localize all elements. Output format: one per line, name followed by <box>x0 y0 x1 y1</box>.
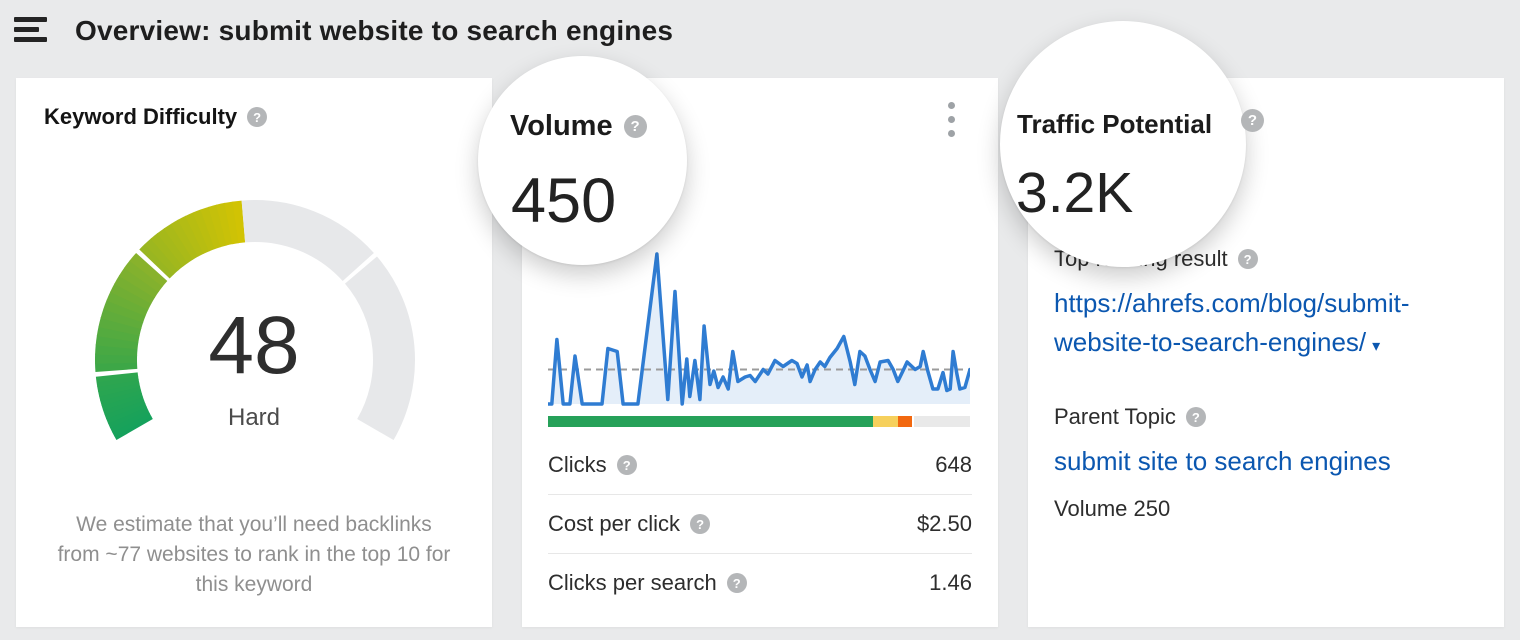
clicks-bar-segment <box>912 416 915 427</box>
help-icon[interactable]: ? <box>1185 407 1206 427</box>
help-icon[interactable]: ? <box>247 107 268 127</box>
page-title: Overview: submit website to search engin… <box>75 15 674 46</box>
keyword-difficulty-rating: Hard <box>227 404 281 431</box>
top-ranking-result-link[interactable]: https://ahrefs.com/blog/submit- website-… <box>1054 288 1410 357</box>
volume-trend-chart <box>548 252 970 406</box>
volume-card: Clicks ? 648 Cost per click ? $2.50 Clic… <box>522 78 998 627</box>
traffic-potential-value: 3.2K <box>1016 161 1134 225</box>
help-icon[interactable]: ? <box>690 514 711 534</box>
clicks-bar-segment <box>872 416 899 427</box>
clicks-bar-segment <box>914 416 970 427</box>
parent-topic-volume: Volume 250 <box>1054 496 1171 521</box>
help-icon[interactable]: ? <box>1237 249 1258 269</box>
caret-down-icon[interactable]: ▾ <box>1372 338 1381 355</box>
help-icon[interactable]: ? <box>726 573 747 593</box>
clicks-per-search-label: Clicks per search <box>548 570 717 595</box>
app-header: Overview: submit website to search engin… <box>0 0 1520 78</box>
menu-icon[interactable] <box>14 17 48 45</box>
clicks-value: 648 <box>935 452 972 477</box>
clicks-per-search-value: 1.46 <box>929 570 972 595</box>
traffic-potential-magnifier: Traffic Potential ? 3.2K <box>1000 21 1264 267</box>
keyword-difficulty-title: Keyword Difficulty <box>44 104 238 129</box>
clicks-bar-segment <box>548 416 873 427</box>
volume-magnifier: Volume ? 450 <box>478 56 687 265</box>
volume-title: Volume <box>510 110 613 142</box>
help-icon[interactable]: ? <box>1241 109 1264 132</box>
parent-topic-link[interactable]: submit site to search engines <box>1054 446 1391 476</box>
volume-metrics: Clicks ? 648 Cost per click ? $2.50 Clic… <box>548 436 972 612</box>
clicks-label: Clicks <box>548 452 607 477</box>
help-icon[interactable]: ? <box>616 455 637 475</box>
help-icon[interactable]: ? <box>623 115 647 138</box>
keyword-difficulty-gauge <box>95 200 415 440</box>
more-options-button[interactable] <box>940 100 962 140</box>
metric-row-clicks-per-search: Clicks per search ? 1.46 <box>548 553 972 612</box>
cost-per-click-label: Cost per click <box>548 511 681 536</box>
metric-row-clicks: Clicks ? 648 <box>548 436 972 494</box>
cost-per-click-value: $2.50 <box>916 511 972 536</box>
keyword-difficulty-card: Keyword Difficulty ? 48 Hard We estimate… <box>16 78 492 627</box>
parent-topic-label: Parent Topic <box>1054 404 1176 429</box>
keyword-difficulty-note: We estimate that you’ll need backlinks f… <box>57 513 451 596</box>
volume-value: 450 <box>511 166 617 236</box>
clicks-bar-segment <box>898 416 913 427</box>
keyword-difficulty-value: 48 <box>208 300 300 391</box>
traffic-potential-title: Traffic Potential <box>1017 109 1213 139</box>
metric-row-cost-per-click: Cost per click ? $2.50 <box>548 494 972 553</box>
clicks-distribution-bar <box>548 416 970 427</box>
